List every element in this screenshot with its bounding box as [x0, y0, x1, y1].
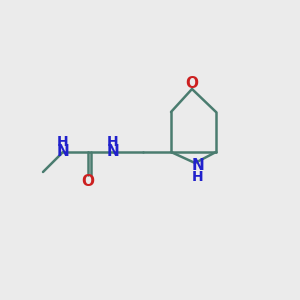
Text: H: H [107, 135, 119, 149]
Text: N: N [57, 145, 69, 160]
Text: H: H [192, 170, 204, 184]
Text: O: O [185, 76, 199, 91]
Text: H: H [57, 135, 69, 149]
Text: N: N [106, 145, 119, 160]
Text: N: N [192, 158, 204, 173]
Text: O: O [82, 173, 94, 188]
